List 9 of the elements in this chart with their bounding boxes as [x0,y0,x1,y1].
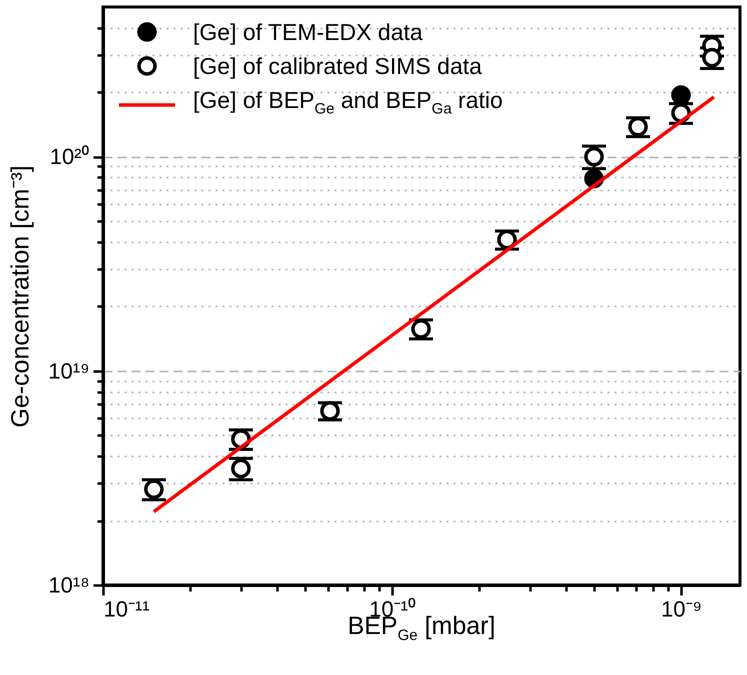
y-axis-title: Ge-concentration [cm⁻³] [6,165,34,428]
legend-label: [Ge] of TEM-EDX data [193,18,423,47]
y-tick-label: 10²⁰ [50,144,90,170]
y-tick-label: 10¹⁹ [48,358,90,384]
x-tick-label: 10⁻¹¹ [104,596,150,622]
x-tick-label: 10⁻⁹ [661,596,702,622]
legend-label: [Ge] of BEP$_{Ge}$ and BEP$_{Ga}$ ratio [193,86,503,120]
legend-label: [Ge] of calibrated SIMS data [193,52,482,81]
y-tick-label: 10¹⁸ [48,572,90,598]
